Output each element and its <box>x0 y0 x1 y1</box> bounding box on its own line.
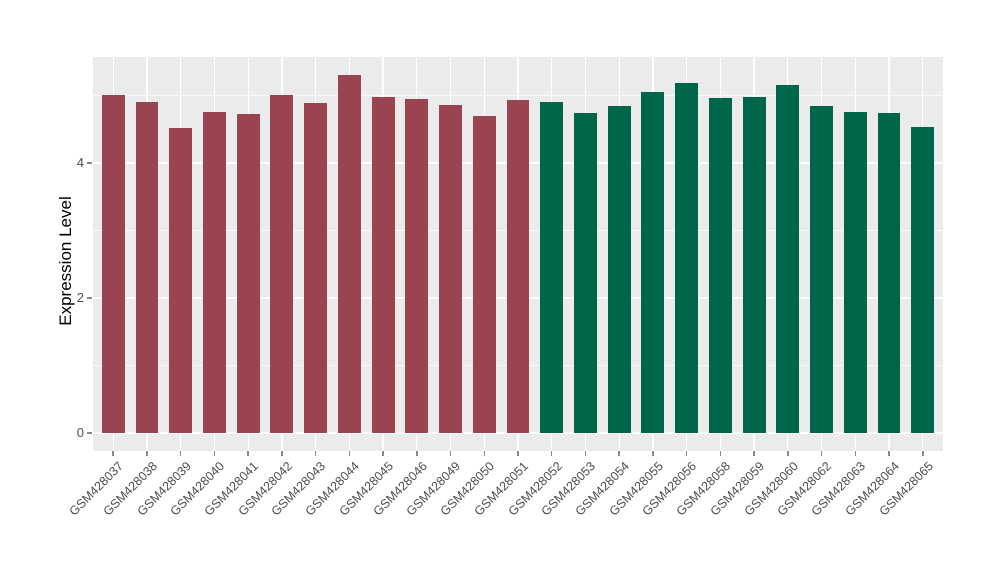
x-tick-mark <box>449 451 452 456</box>
bar-GSM428041 <box>236 114 260 433</box>
bar-GSM428046 <box>405 98 429 433</box>
x-tick-mark <box>213 451 216 456</box>
x-tick-mark <box>281 451 283 456</box>
x-tick-mark <box>146 451 148 456</box>
y-axis-title: Expression Level <box>56 196 75 326</box>
x-tick-mark <box>382 451 384 456</box>
bar-GSM428055 <box>641 92 665 433</box>
x-tick-mark <box>652 451 654 456</box>
y-tick-label: 0 <box>76 424 84 440</box>
x-tick-mark <box>753 451 755 456</box>
bar-GSM428040 <box>202 111 226 433</box>
bar-GSM428054 <box>607 106 631 433</box>
x-tick-mark <box>584 451 587 456</box>
bar-GSM428062 <box>810 105 834 433</box>
bar-GSM428049 <box>439 104 462 433</box>
x-tick-mark <box>820 451 823 456</box>
bar-GSM428039 <box>169 127 193 433</box>
bar-GSM428063 <box>843 112 867 433</box>
x-tick-mark <box>179 451 182 456</box>
x-tick-mark <box>348 451 351 456</box>
bar-GSM428037 <box>101 95 125 433</box>
bar-GSM428064 <box>877 112 901 433</box>
x-tick-mark <box>112 451 114 456</box>
x-tick-mark <box>685 451 688 456</box>
x-tick-mark <box>247 451 249 456</box>
y-tick-mark <box>87 432 92 434</box>
x-tick-mark <box>517 451 519 456</box>
bar-GSM428051 <box>506 99 530 433</box>
x-tick-mark <box>719 451 722 456</box>
x-tick-mark <box>483 451 486 456</box>
bar-GSM428052 <box>540 102 564 433</box>
x-tick-mark <box>618 451 620 456</box>
bar-GSM428059 <box>742 96 766 433</box>
bar-GSM428044 <box>337 74 361 433</box>
plot-panel <box>93 57 943 451</box>
x-tick-mark <box>416 451 418 456</box>
x-tick-mark <box>550 451 553 456</box>
x-tick-mark <box>888 451 890 456</box>
y-tick-mark <box>87 297 92 299</box>
x-tick-mark <box>854 451 857 456</box>
bar-GSM428043 <box>304 102 328 433</box>
bar-GSM428038 <box>135 102 159 433</box>
bar-GSM428058 <box>708 98 732 433</box>
bar-GSM428056 <box>675 82 699 433</box>
x-tick-mark <box>922 451 924 456</box>
y-tick-label: 2 <box>76 289 84 305</box>
bar-GSM428045 <box>371 96 395 433</box>
x-tick-mark <box>787 451 789 456</box>
bar-GSM428065 <box>911 127 935 433</box>
bar-GSM428060 <box>776 85 800 433</box>
y-tick-label: 4 <box>76 154 84 170</box>
x-tick-mark <box>314 451 317 456</box>
bar-GSM428050 <box>472 115 496 433</box>
bar-GSM428042 <box>270 95 294 433</box>
y-tick-mark <box>87 162 92 164</box>
bar-GSM428053 <box>573 112 597 433</box>
